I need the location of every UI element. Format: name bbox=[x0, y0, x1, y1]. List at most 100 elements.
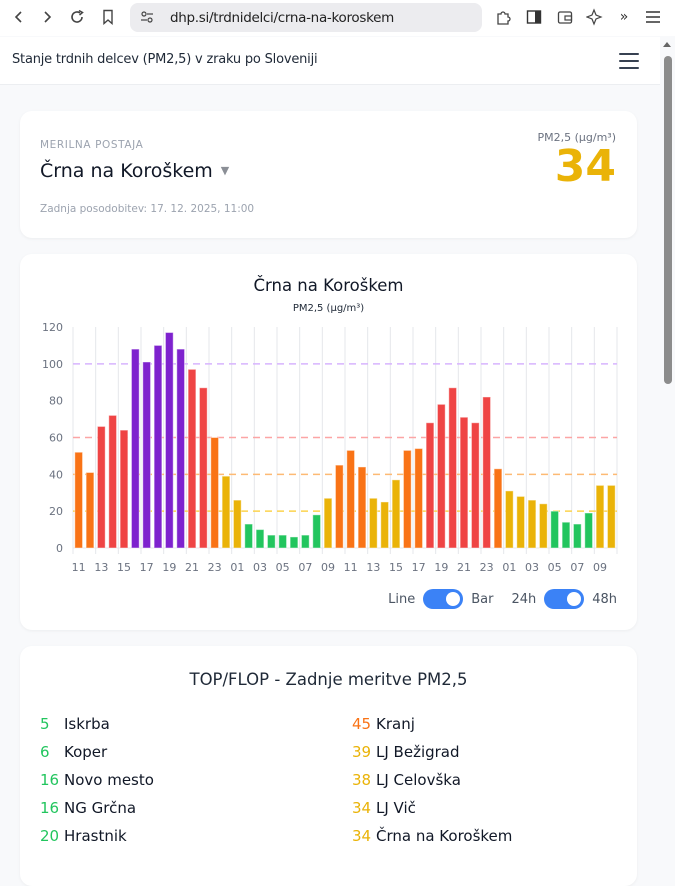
x-tick-label: 05 bbox=[548, 561, 562, 574]
station-name-link[interactable]: Kranj bbox=[376, 715, 415, 733]
browser-toolbar: dhp.si/trdnidelci/crna-na-koroskem » bbox=[0, 0, 675, 36]
scrollbar-thumb[interactable] bbox=[664, 56, 672, 384]
bar-16 bbox=[130, 348, 140, 549]
x-tick-label: 15 bbox=[389, 561, 403, 574]
station-value: 20 bbox=[40, 827, 60, 845]
bar-15 bbox=[391, 479, 401, 549]
range-toggle[interactable] bbox=[544, 589, 585, 609]
list-item[interactable]: 45 Kranj bbox=[352, 710, 512, 738]
hamburger-menu-icon[interactable] bbox=[619, 53, 639, 69]
list-item[interactable]: 39 LJ Bežigrad bbox=[352, 738, 512, 766]
x-tick-label: 01 bbox=[502, 561, 516, 574]
dropdown-arrow-icon[interactable]: ▼ bbox=[220, 164, 230, 177]
x-tick-label: 21 bbox=[457, 561, 471, 574]
station-value: 38 bbox=[352, 771, 372, 789]
list-item[interactable]: 38 LJ Celovška bbox=[352, 766, 512, 794]
station-value: 39 bbox=[352, 743, 372, 761]
wallet-icon[interactable] bbox=[555, 7, 575, 27]
x-tick-label: 13 bbox=[366, 561, 380, 574]
station-name-link[interactable]: NG Grčna bbox=[64, 799, 137, 817]
list-item[interactable]: 16 Novo mesto bbox=[40, 766, 154, 794]
chart-card: Črna na Koroškem PM2,5 (μg/m³) 0 20 40 60 80… bbox=[20, 254, 637, 630]
last-updated: Zadnja posodobitev: 17. 12. 2025, 11:00 bbox=[40, 203, 255, 215]
list-item[interactable]: 34 LJ Vič bbox=[352, 794, 512, 822]
x-tick-label: 17 bbox=[412, 561, 426, 574]
x-tick-label: 21 bbox=[185, 561, 199, 574]
sidebar-icon[interactable] bbox=[524, 7, 544, 27]
station-name-link[interactable]: Iskrba bbox=[64, 715, 110, 733]
bookmark-icon[interactable] bbox=[97, 6, 119, 28]
url-text[interactable]: dhp.si/trdnidelci/crna-na-koroskem bbox=[170, 9, 395, 26]
station-value: 6 bbox=[40, 743, 50, 761]
bar-08 bbox=[584, 512, 594, 549]
station-value: 16 bbox=[40, 771, 60, 789]
toggle-24h-label: 24h bbox=[511, 591, 537, 607]
bar-03 bbox=[527, 499, 537, 549]
back-icon[interactable] bbox=[8, 6, 30, 28]
site-settings-icon[interactable] bbox=[140, 10, 156, 26]
list-item[interactable]: 6 Koper bbox=[40, 738, 154, 766]
bar-06 bbox=[561, 521, 571, 549]
list-item[interactable]: 16 NG Grčna bbox=[40, 794, 154, 822]
sparkle-icon[interactable] bbox=[585, 7, 605, 27]
station-selector[interactable]: Črna na Koroškem ▼ bbox=[40, 160, 229, 182]
pm25-bar-chart: 0 20 40 60 80 100 120 11 13 15 17 19 21 23 01 03 05 07 09 1… bbox=[42, 321, 618, 574]
menu-icon[interactable] bbox=[643, 7, 663, 27]
list-item[interactable]: 5 Iskrba bbox=[40, 710, 154, 738]
toggle-48h-label: 48h bbox=[592, 591, 617, 607]
bar-14 bbox=[380, 501, 390, 549]
overflow-icon[interactable]: » bbox=[619, 9, 629, 25]
station-value: 34 bbox=[352, 799, 372, 817]
pm-label: PM2,5 (μg/m³) bbox=[537, 131, 616, 144]
address-bar[interactable]: dhp.si/trdnidelci/crna-na-koroskem bbox=[130, 3, 482, 32]
bar-10 bbox=[334, 464, 344, 549]
bar-19 bbox=[164, 332, 174, 549]
x-tick-label: 01 bbox=[230, 561, 244, 574]
station-name-link[interactable]: LJ Bežigrad bbox=[376, 743, 460, 761]
bar-04 bbox=[538, 503, 548, 549]
bar-05 bbox=[278, 534, 288, 549]
x-tick-label: 13 bbox=[94, 561, 108, 574]
station-name-link[interactable]: LJ Vič bbox=[376, 799, 416, 817]
bar-00 bbox=[221, 475, 231, 549]
bar-17 bbox=[142, 361, 152, 549]
bar-11 bbox=[346, 449, 356, 549]
bar-02 bbox=[516, 495, 526, 549]
bar-09 bbox=[595, 484, 605, 549]
x-tick-label: 09 bbox=[321, 561, 335, 574]
station-name-link[interactable]: Hrastnik bbox=[64, 827, 127, 845]
station-name-link[interactable]: Črna na Koroškem bbox=[376, 827, 513, 845]
extensions-icon[interactable] bbox=[494, 7, 514, 27]
x-tick-label: 07 bbox=[298, 561, 312, 574]
bar-04 bbox=[266, 534, 276, 549]
bar-00 bbox=[493, 468, 503, 549]
topflop-card: TOP/FLOP - Zadnje meritve PM2,5 5 Iskrba 6… bbox=[20, 646, 637, 886]
station-name-link[interactable]: Koper bbox=[64, 743, 108, 761]
x-tick-label: 19 bbox=[162, 561, 176, 574]
x-tick-label: 03 bbox=[253, 561, 267, 574]
list-item[interactable]: 34 Črna na Koroškem bbox=[352, 822, 512, 850]
station-name-link[interactable]: LJ Celovška bbox=[376, 771, 461, 789]
reload-icon[interactable] bbox=[66, 6, 88, 28]
y-tick-label: 80 bbox=[49, 395, 63, 408]
bar-21 bbox=[459, 416, 469, 549]
chart-subtitle: PM2,5 (μg/m³) bbox=[292, 303, 365, 314]
bar-01 bbox=[504, 490, 514, 549]
chart-type-toggle[interactable] bbox=[423, 589, 464, 609]
scroll-up-arrow-icon[interactable] bbox=[663, 42, 671, 47]
chart-toggles: Line Bar 24h 48h bbox=[388, 589, 617, 609]
y-tick-label: 100 bbox=[42, 358, 63, 371]
bar-02 bbox=[244, 523, 254, 549]
list-item[interactable]: 20 Hrastnik bbox=[40, 822, 154, 850]
station-name-link[interactable]: Novo mesto bbox=[64, 771, 154, 789]
page-scrollbar[interactable] bbox=[660, 37, 675, 859]
station-value: 45 bbox=[352, 715, 372, 733]
station-name[interactable]: Črna na Koroškem bbox=[40, 160, 213, 182]
bar-23 bbox=[482, 396, 492, 549]
bar-20 bbox=[176, 348, 186, 549]
toggle-line-label: Line bbox=[388, 591, 416, 607]
bar-18 bbox=[153, 344, 163, 549]
bar-14 bbox=[108, 414, 118, 549]
forward-icon[interactable] bbox=[36, 6, 58, 28]
bar-12 bbox=[357, 466, 367, 549]
